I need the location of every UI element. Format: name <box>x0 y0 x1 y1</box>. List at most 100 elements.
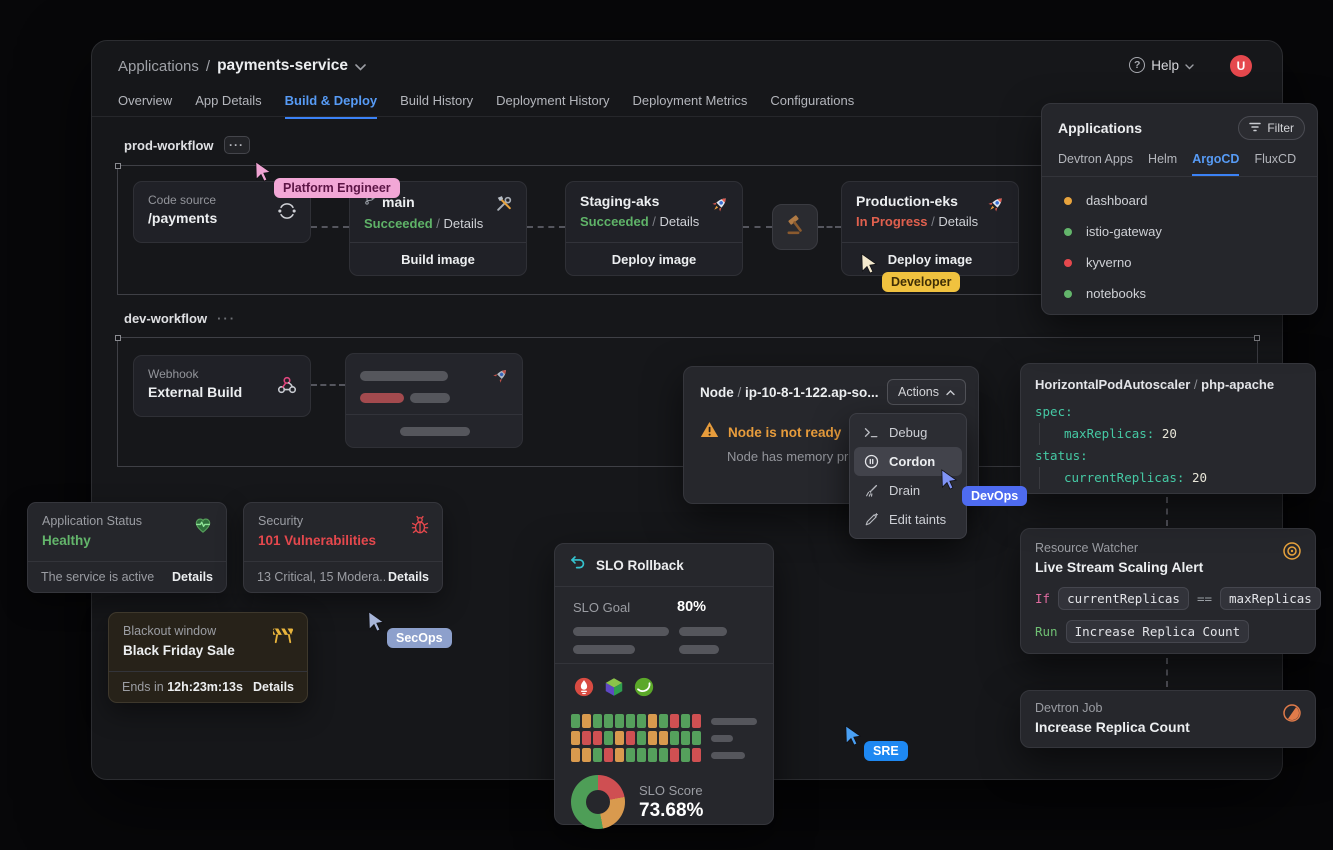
status-kicker: Application Status <box>42 514 143 528</box>
node-warning-subtext: Node has memory pre <box>727 449 856 464</box>
heatmap-cell <box>692 748 701 762</box>
heatmap-cell <box>637 731 646 745</box>
heatmap-cell <box>626 748 635 762</box>
heatmap-cell <box>593 731 602 745</box>
heatmap-legend-skeleton <box>711 714 757 765</box>
job-kicker: Devtron Job <box>1035 701 1103 715</box>
pencil-icon <box>863 512 879 527</box>
heartbeat-icon <box>192 514 214 539</box>
staging-details-link[interactable]: Details <box>659 214 700 229</box>
help-label[interactable]: Help <box>1151 57 1179 73</box>
bug-icon <box>410 514 430 540</box>
list-item[interactable]: kyverno <box>1042 247 1317 278</box>
app-name[interactable]: payments-service <box>217 57 349 74</box>
staging-deploy-button[interactable]: Deploy image <box>566 242 742 275</box>
build-details-link[interactable]: Details <box>443 216 484 231</box>
production-deploy-button[interactable]: Deploy image <box>842 242 1018 275</box>
breadcrumb[interactable]: Applications / payments-service <box>118 57 366 75</box>
help-menu[interactable]: ? Help <box>1129 57 1194 73</box>
run-action-chip: Increase Replica Count <box>1065 620 1250 643</box>
watcher-title: Live Stream Scaling Alert <box>1035 559 1204 575</box>
menu-item-drain[interactable]: Drain <box>854 476 962 505</box>
hpa-panel: HorizontalPodAutoscaler / php-apache spe… <box>1020 363 1316 494</box>
terminal-icon <box>863 426 879 439</box>
production-details-link[interactable]: Details <box>938 214 979 229</box>
build-image-button[interactable]: Build image <box>350 242 526 275</box>
if-keyword: If <box>1035 591 1051 606</box>
details-link[interactable]: Details <box>253 680 294 694</box>
actions-button[interactable]: Actions <box>887 379 966 405</box>
selection-handle[interactable] <box>1254 335 1260 341</box>
heatmap-cell <box>659 714 668 728</box>
tab-configurations[interactable]: Configurations <box>770 93 855 108</box>
tab-helm[interactable]: Helm <box>1148 152 1178 166</box>
more-icon[interactable]: ··· <box>217 311 237 326</box>
blackout-window-card[interactable]: Blackout window Black Friday Sale Ends i… <box>108 612 308 703</box>
watcher-target-icon <box>1282 541 1302 566</box>
more-icon[interactable]: ··· <box>223 136 250 154</box>
heatmap-cell <box>692 731 701 745</box>
breadcrumb-root[interactable]: Applications <box>118 57 199 75</box>
cursor-sre: SRE <box>842 724 908 761</box>
tab-app-details[interactable]: App Details <box>195 93 262 108</box>
tab-devtron-apps[interactable]: Devtron Apps <box>1058 152 1134 166</box>
blackout-title: Black Friday Sale <box>123 643 235 658</box>
security-kicker: Security <box>258 514 304 528</box>
tab-deployment-history[interactable]: Deployment History <box>496 93 610 108</box>
cursor-developer: Developer <box>858 252 961 292</box>
tab-argocd[interactable]: ArgoCD <box>1192 152 1240 176</box>
selection-handle[interactable] <box>115 335 121 341</box>
skeleton-stage-card <box>345 353 523 448</box>
tab-build-deploy[interactable]: Build & Deploy <box>284 93 378 119</box>
avatar[interactable]: U <box>1230 55 1252 77</box>
staging-stage-card[interactable]: Staging-aks Succeeded / Details Deploy i… <box>565 181 743 276</box>
heatmap-cell <box>593 714 602 728</box>
tab-deployment-metrics[interactable]: Deployment Metrics <box>632 93 748 108</box>
status-dot <box>1064 227 1072 236</box>
pause-circle-icon <box>863 454 879 469</box>
drain-icon <box>863 483 879 498</box>
selection-handle[interactable] <box>115 163 121 169</box>
menu-item-edit-taints[interactable]: Edit taints <box>854 505 962 534</box>
menu-item-debug[interactable]: Debug <box>854 418 962 447</box>
applications-tabs[interactable]: Devtron Apps Helm ArgoCD FluxCD <box>1042 148 1317 177</box>
heatmap-cell <box>615 731 624 745</box>
approval-gavel-node[interactable] <box>772 204 818 250</box>
tab-overview[interactable]: Overview <box>118 93 173 108</box>
details-link[interactable]: Details <box>172 570 213 584</box>
filter-icon <box>1249 121 1262 135</box>
tab-build-history[interactable]: Build History <box>400 93 474 108</box>
list-item[interactable]: notebooks <box>1042 278 1317 309</box>
condition-left-chip: currentReplicas <box>1058 587 1189 610</box>
job-progress-icon <box>1282 703 1302 728</box>
staging-title: Staging-aks <box>580 193 660 209</box>
heatmap-cell <box>615 748 624 762</box>
status-dot <box>1064 196 1072 205</box>
tab-fluxcd[interactable]: FluxCD <box>1254 152 1297 166</box>
list-item[interactable]: dashboard <box>1042 185 1317 216</box>
details-link[interactable]: Details <box>388 570 429 584</box>
workflow-connector <box>311 384 345 386</box>
filter-button[interactable]: Filter <box>1238 116 1305 140</box>
webhook-card[interactable]: Webhook External Build <box>133 355 311 417</box>
heatmap-cell <box>670 731 679 745</box>
status-dot <box>1064 289 1072 298</box>
header-tabs[interactable]: Overview App Details Build & Deploy Buil… <box>118 93 854 119</box>
job-title: Increase Replica Count <box>1035 719 1190 735</box>
heatmap-cell <box>648 731 657 745</box>
list-item[interactable]: istio-gateway <box>1042 216 1317 247</box>
heatmap-cell <box>571 731 580 745</box>
application-status-card[interactable]: Application Status Healthy The service i… <box>27 502 227 593</box>
production-stage-card[interactable]: Production-eks In Progress / Details Dep… <box>841 181 1019 276</box>
heatmap-cell <box>593 748 602 762</box>
security-card[interactable]: Security 101 Vulnerabilities 13 Critical… <box>243 502 443 593</box>
slo-title: SLO Rollback <box>596 557 684 573</box>
prometheus-icon <box>573 676 595 703</box>
security-value: 101 Vulnerabilities <box>258 533 377 548</box>
barrier-icon <box>271 624 295 649</box>
heatmap-cell <box>626 714 635 728</box>
chevron-down-icon[interactable] <box>355 58 366 75</box>
heatmap-cell <box>637 748 646 762</box>
heatmap-cell <box>571 714 580 728</box>
